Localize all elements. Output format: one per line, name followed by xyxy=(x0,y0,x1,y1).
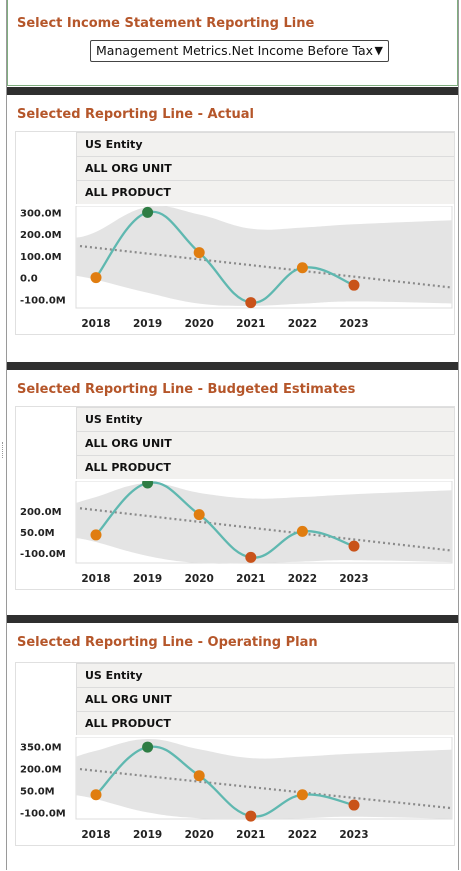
reporting-line-select[interactable]: Management Metrics.Net Income Before Tax… xyxy=(90,40,389,62)
row-header-product: ALL PRODUCT xyxy=(76,455,454,479)
x-tick-label: 2018 xyxy=(81,829,110,841)
data-point-2018[interactable] xyxy=(90,529,102,541)
data-point-2021[interactable] xyxy=(245,810,257,822)
data-point-2021[interactable] xyxy=(245,297,257,309)
x-tick-label: 2020 xyxy=(185,573,214,585)
row-header-product: ALL PRODUCT xyxy=(76,180,454,204)
y-tick-label: -100.0M xyxy=(20,549,66,560)
y-tick-label: 50.0M xyxy=(20,786,55,797)
x-tick-label: 2023 xyxy=(339,318,368,330)
data-point-2019[interactable] xyxy=(142,206,154,218)
row-header-org-unit: ALL ORG UNIT xyxy=(76,156,454,180)
x-tick-label: 2022 xyxy=(288,573,317,585)
trend-line xyxy=(79,767,451,810)
y-tick-label: -100.0M xyxy=(20,295,66,306)
y-tick-label: 200.0M xyxy=(20,230,62,241)
data-point-2021[interactable] xyxy=(245,551,257,563)
forecast-band xyxy=(76,206,452,306)
x-tick-label: 2019 xyxy=(133,829,162,841)
row-header-entity: US Entity xyxy=(76,407,454,431)
data-point-2018[interactable] xyxy=(90,272,102,284)
selector-title: Select Income Statement Reporting Line xyxy=(17,16,315,31)
x-tick-label: 2021 xyxy=(236,573,265,585)
line-chart-actual: 300.0M 200.0M 100.0M 0.0 -100.0M 2018 2019 2020… xyxy=(20,206,453,330)
x-tick-label: 2019 xyxy=(133,318,162,330)
row-header-org-unit: ALL ORG UNIT xyxy=(76,687,454,711)
x-tick-label: 2023 xyxy=(339,573,368,585)
data-point-2023[interactable] xyxy=(348,799,360,811)
data-point-2019[interactable] xyxy=(142,481,154,489)
data-point-2023[interactable] xyxy=(348,279,360,291)
y-tick-label: 0.0 xyxy=(20,274,38,285)
row-header-org-unit: ALL ORG UNIT xyxy=(76,431,454,455)
section-divider xyxy=(7,615,458,623)
line-chart-budgeted: 200.0M 50.0M -100.0M 2018 2019 2020 2021 2022 20… xyxy=(20,481,453,585)
x-tick-label: 2020 xyxy=(185,318,214,330)
data-point-2020[interactable] xyxy=(193,770,205,782)
data-point-2022[interactable] xyxy=(296,262,308,274)
data-point-2020[interactable] xyxy=(193,247,205,259)
reporting-line-select-value: Management Metrics.Net Income Before Tax xyxy=(96,43,374,58)
pivot-table: US Entity ALL ORG UNIT ALL PRODUCT 300.0… xyxy=(15,131,455,335)
resize-grip-icon[interactable] xyxy=(2,442,5,458)
y-tick-label: 50.0M xyxy=(20,528,55,539)
panel-title: Selected Reporting Line - Operating Plan xyxy=(17,635,318,650)
pivot-table: US Entity ALL ORG UNIT ALL PRODUCT 350.0… xyxy=(15,662,455,846)
section-divider xyxy=(7,362,458,370)
y-tick-label: -100.0M xyxy=(20,808,66,819)
pivot-table: US Entity ALL ORG UNIT ALL PRODUCT 200.0… xyxy=(15,406,455,590)
data-point-2023[interactable] xyxy=(348,540,360,552)
forecast-band xyxy=(76,738,452,820)
row-header-product: ALL PRODUCT xyxy=(76,711,454,735)
data-point-2018[interactable] xyxy=(90,789,102,801)
data-point-2019[interactable] xyxy=(142,741,154,753)
x-tick-label: 2022 xyxy=(288,318,317,330)
trend-line xyxy=(79,507,451,552)
y-tick-label: 300.0M xyxy=(20,208,62,219)
panel-actual: Selected Reporting Line - Actual US Enti… xyxy=(7,95,458,360)
row-header-entity: US Entity xyxy=(76,663,454,687)
row-header-entity: US Entity xyxy=(76,132,454,156)
panel-operating-plan: Selected Reporting Line - Operating Plan… xyxy=(7,623,458,868)
panel-title: Selected Reporting Line - Budgeted Estim… xyxy=(17,382,356,397)
x-tick-label: 2018 xyxy=(81,573,110,585)
x-tick-label: 2021 xyxy=(236,318,265,330)
panel-budgeted-estimates: Selected Reporting Line - Budgeted Estim… xyxy=(7,370,458,613)
x-tick-label: 2019 xyxy=(133,573,162,585)
data-point-2022[interactable] xyxy=(296,525,308,537)
y-tick-label: 200.0M xyxy=(20,764,62,775)
data-point-2020[interactable] xyxy=(193,509,205,521)
data-point-2022[interactable] xyxy=(296,789,308,801)
y-tick-label: 350.0M xyxy=(20,742,62,753)
y-tick-label: 100.0M xyxy=(20,252,62,263)
panel-title: Selected Reporting Line - Actual xyxy=(17,107,254,122)
x-tick-label: 2018 xyxy=(81,318,110,330)
trend-line xyxy=(79,244,451,289)
line-chart-operating-plan: 350.0M 200.0M 50.0M -100.0M 2018 2019 2020 2021… xyxy=(20,737,453,841)
section-divider xyxy=(7,87,458,95)
chevron-down-icon: ▼ xyxy=(374,44,383,57)
x-tick-label: 2020 xyxy=(185,829,214,841)
selector-section: Select Income Statement Reporting Line M… xyxy=(7,0,458,86)
x-tick-label: 2021 xyxy=(236,829,265,841)
x-tick-label: 2022 xyxy=(288,829,317,841)
x-tick-label: 2023 xyxy=(339,829,368,841)
y-tick-label: 200.0M xyxy=(20,507,62,518)
